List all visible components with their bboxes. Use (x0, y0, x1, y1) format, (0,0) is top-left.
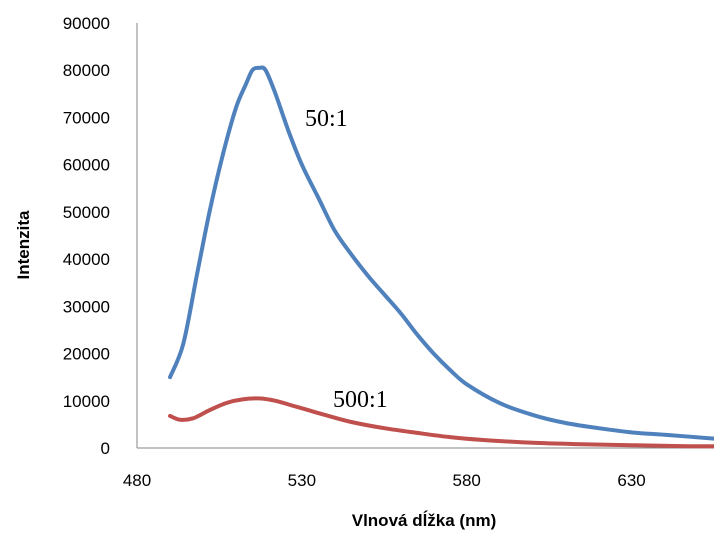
y-tick-label: 80000 (63, 61, 110, 80)
y-tick-label: 70000 (63, 108, 110, 127)
y-tick-label: 20000 (63, 345, 110, 364)
y-axis-title: Intenzita (14, 210, 33, 279)
series-group (168, 65, 714, 449)
series-line-0 (168, 65, 714, 441)
y-tick-label: 40000 (63, 250, 110, 269)
y-tick-label: 50000 (63, 203, 110, 222)
series-line-1 (168, 396, 714, 449)
y-tick-label: 60000 (63, 156, 110, 175)
series-label-500-1: 500:1 (333, 387, 388, 413)
x-axis-ticks: 480 530 580 630 (123, 471, 646, 490)
x-tick-label: 580 (453, 471, 481, 490)
x-tick-label: 630 (617, 471, 645, 490)
y-tick-label: 10000 (63, 392, 110, 411)
x-tick-label: 480 (123, 471, 151, 490)
series-label-50-1: 50:1 (305, 106, 348, 132)
y-tick-label: 0 (101, 439, 110, 458)
y-tick-label: 30000 (63, 297, 110, 316)
x-tick-label: 530 (288, 471, 316, 490)
y-tick-label: 90000 (63, 14, 110, 33)
x-axis-title: Vlnová dĺžka (nm) (352, 510, 497, 530)
y-axis-ticks: 0 10000 20000 30000 40000 50000 60000 70000 8000… (63, 14, 110, 458)
